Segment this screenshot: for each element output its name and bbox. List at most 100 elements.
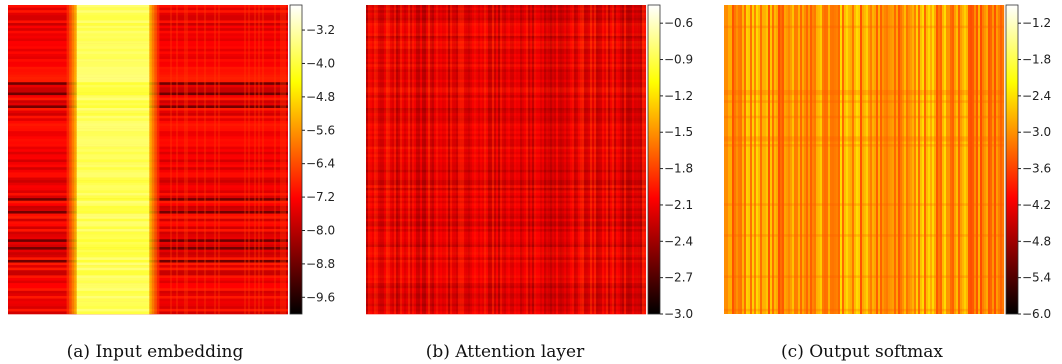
heatmap-col [874,5,877,314]
heatmap-col [986,5,989,314]
heatmap-col [400,5,403,314]
heatmap-col [438,5,441,314]
heatmap-band-cell [76,280,150,284]
heatmap-col [762,5,765,314]
heatmap-band-cell [76,87,150,91]
heatmap-col [530,5,533,314]
heatmap-col [390,5,393,314]
heatmap-col [598,5,601,314]
heatmap-col [460,5,463,314]
heatmap-col [968,5,971,314]
heatmap-col [978,5,981,314]
heatmap-col [626,5,629,314]
heatmap-band-cell [76,41,150,44]
heatmap-band-cell [76,53,150,57]
heatmap-col [586,5,589,314]
heatmap-col [726,5,729,314]
heatmap-col [908,5,911,314]
heatmap-col [744,5,747,314]
heatmap-col [736,5,739,314]
heatmap-band-cell [76,46,150,50]
heatmap-col [484,5,487,314]
heatmap-stripe [254,5,256,314]
heatmap-col [466,5,469,314]
heatmap-col [888,5,891,314]
heatmap-col [998,5,1001,314]
heatmap-col [464,5,467,314]
heatmap-band-cell [76,48,150,52]
heatmap-col [926,5,929,314]
heatmap-band-cell [76,221,150,225]
heatmap-col [408,5,411,314]
heatmap-col [570,5,573,314]
heatmap-col [826,5,829,314]
heatmap-band-cell [76,102,150,106]
heatmap-col [880,5,883,314]
colorbar-tick-label: −3.0 [1022,125,1051,139]
heatmap-col [622,5,625,314]
colorbar-tick-label: −2.4 [1022,89,1051,103]
colorbar-tick-label: −0.9 [664,53,693,67]
heatmap-col [584,5,587,314]
heatmap-band-edge [149,5,152,314]
heatmap-col [938,5,941,314]
heatmap-col [806,5,809,314]
heatmap-band-cell [76,205,150,209]
heatmap-row [724,308,1004,312]
heatmap-band-cell [76,265,150,268]
heatmap-col [808,5,811,314]
heatmap-col [866,5,869,314]
heatmap-col [904,5,907,314]
heatmap-col [996,5,999,314]
heatmap-stripe [248,5,250,314]
heatmap-band-cell [76,97,150,101]
heatmap-col [898,5,901,314]
heatmap-col [630,5,633,314]
heatmap-col [636,5,639,314]
heatmap-band-cell [76,239,150,243]
heatmap-band-edge [69,5,72,314]
heatmap-band-cell [76,71,150,75]
heatmap-col [902,5,905,314]
heatmap-band-cell [76,95,150,98]
heatmap-col [952,5,955,314]
colorbar-tick-label: −7.2 [306,190,335,204]
heatmap-col [488,5,491,314]
heatmap-col [368,5,371,314]
heatmap-col [776,5,779,314]
heatmap-col [436,5,439,314]
colorbar-tick-label: −3.0 [664,307,693,321]
heatmap-band-cell [76,108,150,111]
heatmap-col [610,5,613,314]
colorbar-tick-label: −6.0 [1022,307,1051,321]
heatmap-col [802,5,805,314]
heatmap-col [644,5,647,314]
heatmap-col [468,5,471,314]
heatmap-col [920,5,923,314]
heatmap-band-cell [76,295,150,299]
heatmap-col [524,5,527,314]
heatmap-col [738,5,741,314]
heatmap-col [492,5,495,314]
heatmap-band-cell [76,293,150,297]
heatmap-col [508,5,511,314]
heatmap-col [566,5,569,314]
heatmap-col [560,5,563,314]
heatmap-band-cell [76,17,150,21]
heatmap-col [730,5,733,314]
heatmap-col [624,5,627,314]
heatmap-band-edge [71,5,75,314]
heatmap-band-cell [76,306,150,310]
heatmap-band-cell [76,15,150,19]
heatmap-stripe [170,5,172,314]
heatmap-band-cell [76,162,150,165]
heatmap-col [944,5,947,314]
heatmap-col [554,5,557,314]
heatmap-col [876,5,879,314]
heatmap-col [414,5,417,314]
heatmap-band-cell [76,61,150,65]
heatmap-col [402,5,405,314]
heatmap-col [918,5,921,314]
heatmap-band-cell [76,35,150,39]
heatmap-col [616,5,619,314]
